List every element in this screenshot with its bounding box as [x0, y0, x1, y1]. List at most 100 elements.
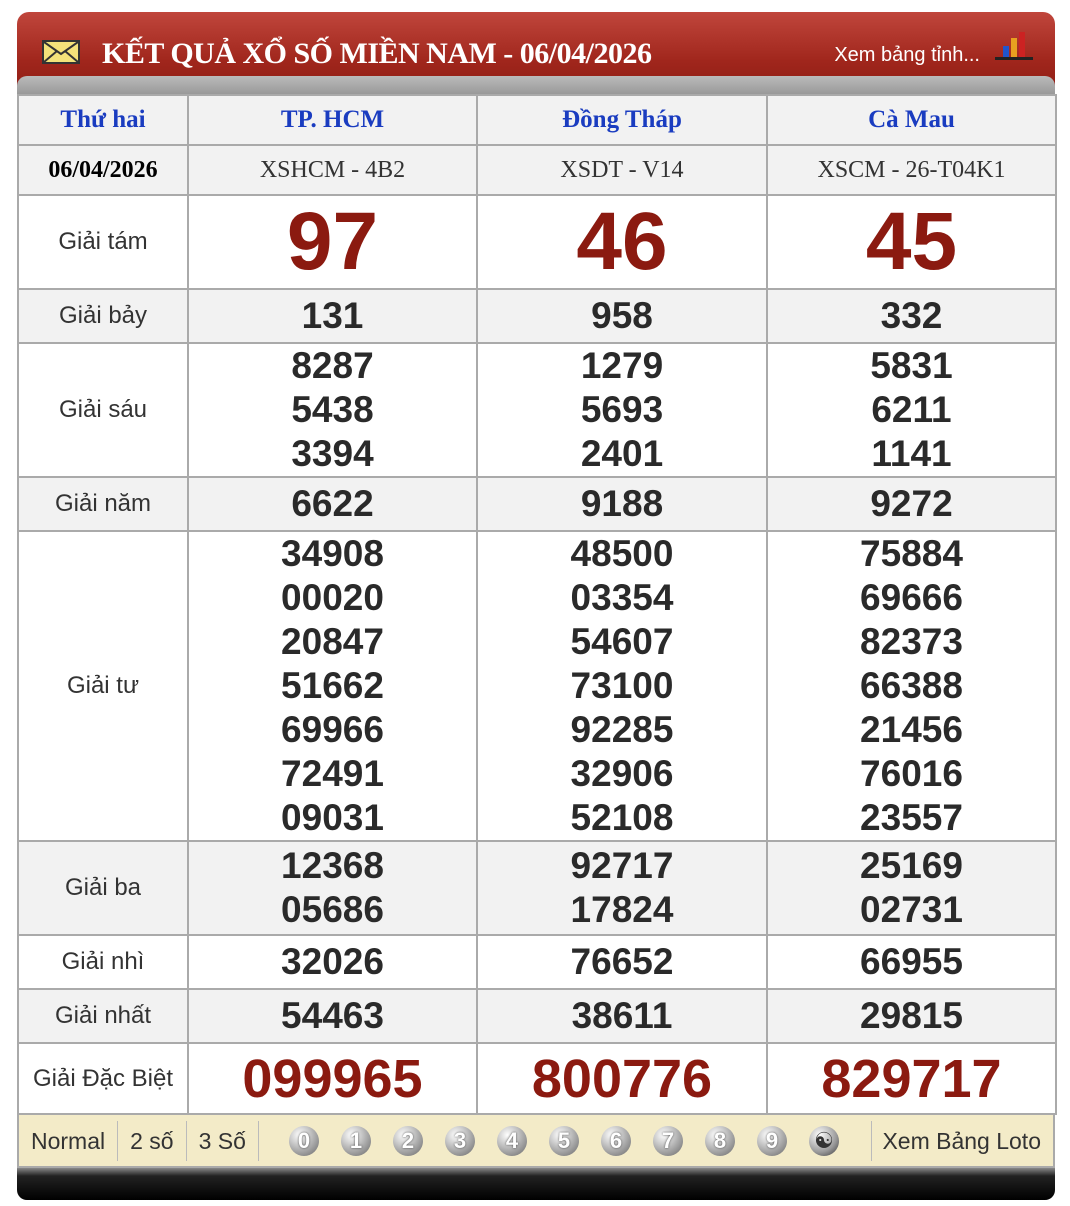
prize-number: 97 — [286, 196, 379, 287]
prize-number: 9188 — [580, 483, 664, 524]
prize-numbers: 6622 — [187, 476, 478, 532]
prize-numbers: 76652 — [476, 934, 768, 990]
prize-label: Giải bảy — [17, 288, 189, 344]
prize-number: 5831 — [870, 345, 953, 386]
province-link[interactable]: TP. HCM — [187, 94, 478, 146]
prize-numbers: 332 — [766, 288, 1057, 344]
digit-filter-button[interactable]: 3 — [444, 1125, 475, 1156]
prize-row: Giải tư 34908 00020 20847 51662 69966 72491 090… — [17, 530, 1057, 842]
prize-row: Giải năm 6622 9188 9272 — [17, 476, 1057, 532]
prize-numbers: 1279 5693 2401 — [476, 342, 768, 478]
yin-yang-icon[interactable]: ☯ — [808, 1125, 839, 1156]
prize-numbers: 92717 17824 — [476, 840, 768, 936]
digit-filter-button[interactable]: 7 — [652, 1125, 683, 1156]
province-link[interactable]: Cà Mau — [766, 94, 1057, 146]
prize-number: 8287 — [291, 345, 374, 386]
option-normal[interactable]: Normal — [19, 1120, 119, 1161]
prize-number: 32906 — [570, 753, 674, 794]
prize-number: 46 — [576, 196, 668, 287]
prize-row: Giải bảy 131 958 332 — [17, 288, 1057, 344]
digit-filter-button[interactable]: 4 — [496, 1125, 527, 1156]
prize-number: 34908 — [281, 533, 384, 574]
digit-filter-button[interactable]: 8 — [704, 1125, 735, 1156]
prize-numbers: 12368 05686 — [187, 840, 478, 936]
draw-code: XSHCM - 4B2 — [187, 144, 478, 196]
prize-label: Giải Đặc Biệt — [17, 1042, 189, 1115]
prize-number: 5438 — [291, 389, 374, 430]
prize-numbers: 38611 — [476, 988, 768, 1044]
prize-number: 54607 — [570, 621, 674, 662]
digit-filter-button[interactable]: 9 — [756, 1125, 787, 1156]
prize-row: Giải tám 97 46 45 — [17, 194, 1057, 290]
draw-code: XSDT - V14 — [476, 144, 768, 196]
prize-number: 3394 — [291, 433, 374, 474]
prize-label: Giải sáu — [17, 342, 189, 478]
prize-numbers: 8287 5438 3394 — [187, 342, 478, 478]
option-3-digits[interactable]: 3 Số — [187, 1120, 259, 1161]
prize-numbers: 66955 — [766, 934, 1057, 990]
draw-date: 06/04/2026 — [17, 144, 189, 196]
prize-number: 6211 — [871, 389, 952, 430]
prize-row: Giải Đặc Biệt 099965 800776 829717 — [17, 1042, 1057, 1115]
digit-filter-button[interactable]: 1 — [340, 1125, 371, 1156]
view-province-table-link[interactable]: Xem bảng tỉnh... — [834, 44, 980, 66]
prize-numbers: 32026 — [187, 934, 478, 990]
page-title: KẾT QUẢ XỔ SỐ MIỀN NAM - 06/04/2026 — [102, 37, 652, 70]
prize-number: 38611 — [571, 995, 673, 1036]
province-link[interactable]: Đồng Tháp — [476, 94, 768, 146]
prize-number: 2401 — [580, 433, 664, 474]
prize-number: 03354 — [570, 577, 674, 618]
prize-label: Giải nhất — [17, 988, 189, 1044]
prize-number: 20847 — [281, 621, 384, 662]
prize-number: 00020 — [281, 577, 384, 618]
prize-number: 54463 — [281, 995, 384, 1036]
digit-filter-button[interactable]: 2 — [392, 1125, 423, 1156]
prize-number: 92285 — [570, 709, 674, 750]
title-bar: KẾT QUẢ XỔ SỐ MIỀN NAM - 06/04/2026 Xem … — [17, 12, 1055, 94]
option-2-digits[interactable]: 2 số — [118, 1120, 187, 1161]
prize-numbers: 46 — [476, 194, 768, 290]
view-loto-table-link[interactable]: Xem Bảng Loto — [871, 1120, 1041, 1161]
prize-numbers: 75884 69666 82373 66388 21456 76016 23557 — [766, 530, 1057, 842]
prize-number: 45 — [865, 196, 958, 287]
prize-number: 52108 — [570, 797, 674, 838]
prize-number: 800776 — [531, 1048, 713, 1109]
digit-filter-button[interactable]: 6 — [600, 1125, 631, 1156]
prize-number: 69666 — [860, 577, 963, 618]
digit-filter-button[interactable]: 5 — [548, 1125, 579, 1156]
prize-number: 66955 — [860, 941, 963, 982]
bar-chart-icon[interactable] — [995, 32, 1033, 60]
prize-number: 25169 — [860, 845, 963, 886]
prize-number: 332 — [880, 295, 943, 336]
prize-label: Giải nhì — [17, 934, 189, 990]
panel-bottom-border — [17, 1168, 1055, 1200]
prize-label: Giải tám — [17, 194, 189, 290]
prize-label: Giải năm — [17, 476, 189, 532]
prize-number: 1141 — [871, 433, 952, 474]
day-of-week: Thứ hai — [17, 94, 189, 146]
results-table: Thứ hai TP. HCM Đồng Tháp Cà Mau 06/04/2… — [17, 94, 1057, 1115]
envelope-icon — [42, 40, 80, 64]
prize-label: Giải ba — [17, 840, 189, 936]
prize-number: 5693 — [580, 389, 664, 430]
prize-number: 17824 — [570, 889, 674, 930]
prize-numbers: 9272 — [766, 476, 1057, 532]
prize-numbers: 9188 — [476, 476, 768, 532]
prize-number: 05686 — [281, 889, 384, 930]
prize-number: 131 — [301, 295, 364, 336]
prize-number: 92717 — [570, 845, 674, 886]
prize-number: 76016 — [860, 753, 963, 794]
prize-numbers: 099965 — [187, 1042, 478, 1115]
prize-number: 51662 — [281, 665, 384, 706]
prize-numbers: 25169 02731 — [766, 840, 1057, 936]
prize-number: 69966 — [281, 709, 384, 750]
prize-number: 12368 — [281, 845, 384, 886]
prize-numbers: 54463 — [187, 988, 478, 1044]
prize-numbers: 29815 — [766, 988, 1057, 1044]
digit-filter-button[interactable]: 0 — [288, 1125, 319, 1156]
prize-label: Giải tư — [17, 530, 189, 842]
results-panel: KẾT QUẢ XỔ SỐ MIỀN NAM - 06/04/2026 Xem … — [17, 12, 1057, 1200]
prize-numbers: 958 — [476, 288, 768, 344]
prize-number: 73100 — [570, 665, 674, 706]
draw-code: XSCM - 26-T04K1 — [766, 144, 1057, 196]
